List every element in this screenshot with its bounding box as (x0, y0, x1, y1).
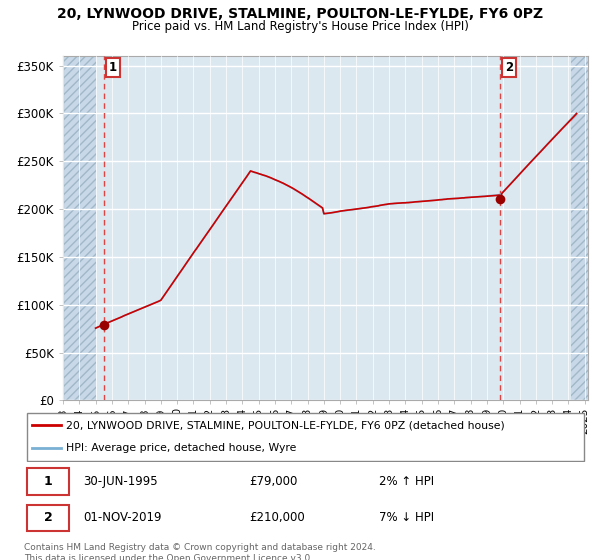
Text: HPI: Average price, detached house, Wyre: HPI: Average price, detached house, Wyre (66, 444, 296, 454)
Text: Contains HM Land Registry data © Crown copyright and database right 2024.
This d: Contains HM Land Registry data © Crown c… (24, 543, 376, 560)
FancyBboxPatch shape (27, 413, 584, 461)
Text: 1: 1 (109, 61, 117, 74)
Text: 1: 1 (44, 475, 53, 488)
Text: £210,000: £210,000 (250, 511, 305, 525)
Bar (63, 56, 95, 400)
Text: 2% ↑ HPI: 2% ↑ HPI (379, 475, 434, 488)
Text: 2: 2 (44, 511, 53, 525)
Text: 2: 2 (505, 61, 514, 74)
FancyBboxPatch shape (27, 468, 69, 494)
Text: 01-NOV-2019: 01-NOV-2019 (83, 511, 162, 525)
FancyBboxPatch shape (27, 505, 69, 531)
Bar (571, 56, 588, 400)
Text: 20, LYNWOOD DRIVE, STALMINE, POULTON-LE-FYLDE, FY6 0PZ: 20, LYNWOOD DRIVE, STALMINE, POULTON-LE-… (57, 7, 543, 21)
Text: 20, LYNWOOD DRIVE, STALMINE, POULTON-LE-FYLDE, FY6 0PZ (detached house): 20, LYNWOOD DRIVE, STALMINE, POULTON-LE-… (66, 420, 505, 430)
Text: 7% ↓ HPI: 7% ↓ HPI (379, 511, 434, 525)
Text: £79,000: £79,000 (250, 475, 298, 488)
Text: Price paid vs. HM Land Registry's House Price Index (HPI): Price paid vs. HM Land Registry's House … (131, 20, 469, 32)
Text: 30-JUN-1995: 30-JUN-1995 (83, 475, 158, 488)
